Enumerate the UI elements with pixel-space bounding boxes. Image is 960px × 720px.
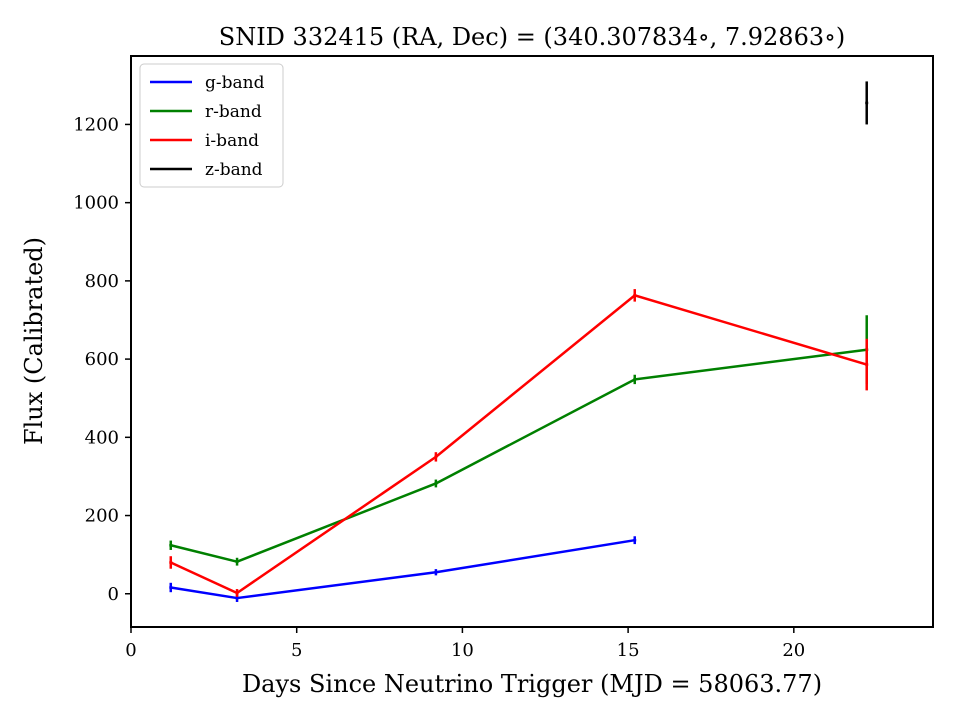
- legend-label-z-band: z-band: [205, 160, 263, 180]
- series-line-i-band: [170, 294, 868, 595]
- x-tick-label: 0: [125, 640, 136, 661]
- x-tick-label: 15: [617, 640, 640, 661]
- series-r-band: [169, 315, 869, 566]
- legend-label-g-band: g-band: [205, 73, 265, 93]
- series-line-g-band: [170, 538, 635, 600]
- x-tick-label: 20: [782, 640, 805, 661]
- y-tick-label: 400: [85, 427, 119, 448]
- series-g-band: [169, 536, 637, 602]
- y-tick-label: 1200: [73, 114, 119, 135]
- y-axis-ticks: 0 200 400 600 800 1000 1200: [73, 114, 131, 605]
- legend: g-band r-band i-band z-band: [139, 63, 284, 188]
- plot-frame: [130, 55, 934, 628]
- y-tick-label: 600: [85, 349, 119, 370]
- series-i-band: [169, 289, 869, 597]
- chart-title: SNID 332415 (RA, Dec) = (340.307834∘, 7.…: [219, 23, 846, 51]
- legend-label-i-band: i-band: [205, 131, 259, 151]
- y-tick-label: 200: [85, 506, 119, 527]
- legend-label-r-band: r-band: [205, 102, 262, 122]
- y-tick-label: 800: [85, 271, 119, 292]
- plot-series: [169, 81, 869, 602]
- x-tick-label: 5: [291, 640, 302, 661]
- y-tick-label: 1000: [73, 193, 119, 214]
- legend-box: [139, 63, 284, 188]
- y-tick-label: 0: [108, 584, 119, 605]
- x-axis-title: Days Since Neutrino Trigger (MJD = 58063…: [242, 670, 822, 698]
- series-line-r-band: [170, 348, 867, 563]
- x-tick-label: 10: [451, 640, 474, 661]
- y-axis-title: Flux (Calibrated): [20, 237, 48, 445]
- series-z-band: [865, 81, 869, 125]
- x-axis-ticks: 0 5 10 15 20: [125, 627, 805, 661]
